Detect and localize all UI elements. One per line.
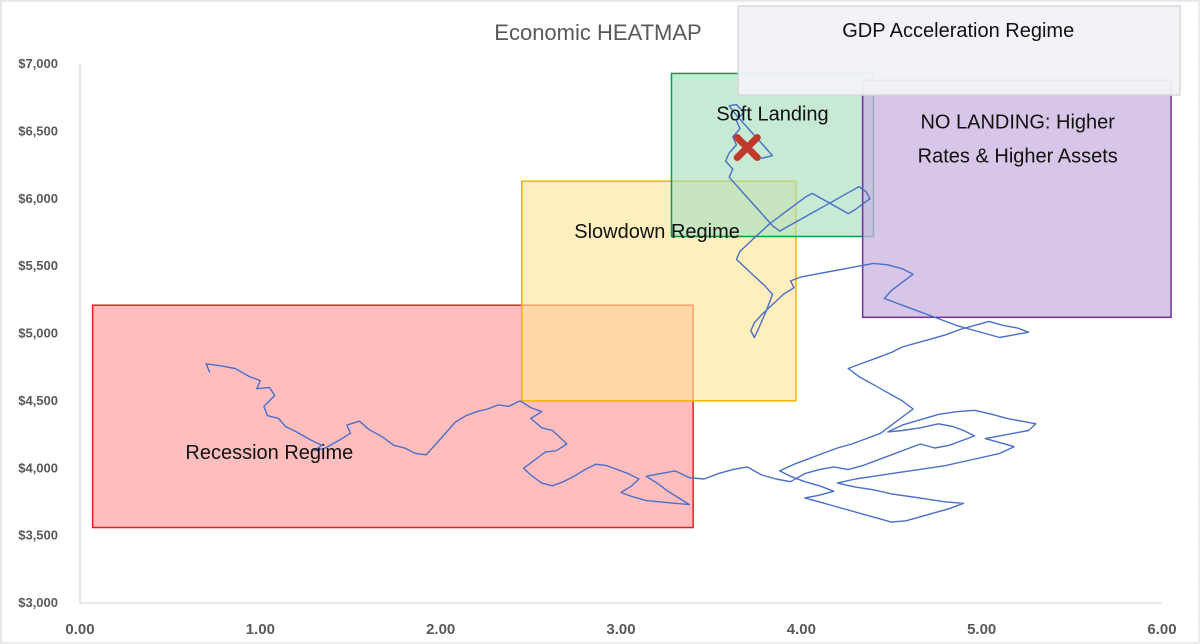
y-tick-label: $6,000 <box>18 191 58 206</box>
x-tick-label: 6.00 <box>1147 621 1176 638</box>
current-position-marker <box>733 134 761 162</box>
x-tick-label: 0.00 <box>65 621 94 638</box>
no-landing-regime-label: NO LANDING: Higher <box>920 112 1115 134</box>
y-tick-label: $4,500 <box>18 393 58 408</box>
gdp-acceleration-regime-box <box>737 5 1181 96</box>
series-line <box>205 103 1037 523</box>
chart-title: Economic HEATMAP <box>494 20 701 45</box>
x-tick-label: 2.00 <box>426 621 455 638</box>
x-tick-label: 3.00 <box>606 621 635 638</box>
x-tick-label: 1.00 <box>246 621 275 638</box>
soft-landing-regime-label: Soft Landing <box>716 104 828 126</box>
y-tick-label: $6,500 <box>18 123 58 138</box>
no-landing-regime-box <box>861 79 1172 319</box>
no-landing-regime-label-line2: Rates & Higher Assets <box>918 146 1118 168</box>
x-tick-label: 4.00 <box>787 621 816 638</box>
y-tick-label: $5,500 <box>18 258 58 273</box>
x-tick-label: 5.00 <box>967 621 996 638</box>
gdp-acceleration-regime-label: GDP Acceleration Regime <box>842 20 1074 42</box>
y-tick-label: $4,000 <box>18 460 58 475</box>
y-tick-label: $5,000 <box>18 326 58 341</box>
recession-regime-label: Recession Regime <box>185 442 353 464</box>
slowdown-regime-label: Slowdown Regime <box>574 221 740 243</box>
y-tick-label: $7,000 <box>18 56 58 71</box>
y-tick-label: $3,500 <box>18 528 58 543</box>
y-tick-label: $3,000 <box>18 595 58 610</box>
